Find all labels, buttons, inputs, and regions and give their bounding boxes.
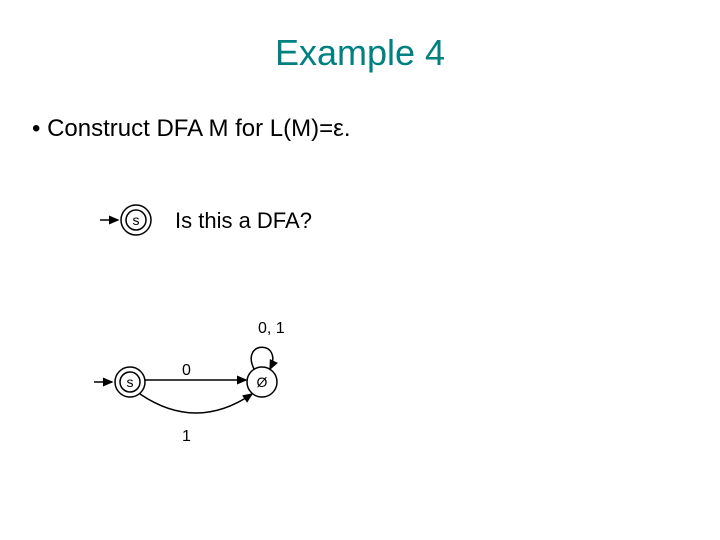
state-dead-label: Ø [257,374,268,390]
state-s-label-1: s [133,212,140,228]
self-loop [251,347,273,369]
diagram-2: s Ø [94,347,277,413]
state-s-label-2: s [127,374,134,390]
dfa-diagrams: s s Ø [0,0,720,540]
edge-1 [140,394,252,413]
edge-0-label: 0 [182,362,191,380]
self-loop-label: 0, 1 [258,320,285,338]
edge-1-label: 1 [182,428,191,446]
diagram-1: s [100,205,151,235]
